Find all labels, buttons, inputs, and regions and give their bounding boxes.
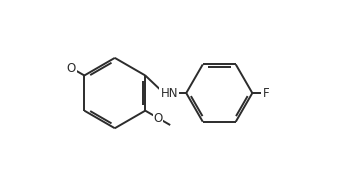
Text: O: O [154,112,163,125]
Text: O: O [67,61,76,75]
Text: HN: HN [161,86,178,100]
Text: F: F [262,86,269,100]
